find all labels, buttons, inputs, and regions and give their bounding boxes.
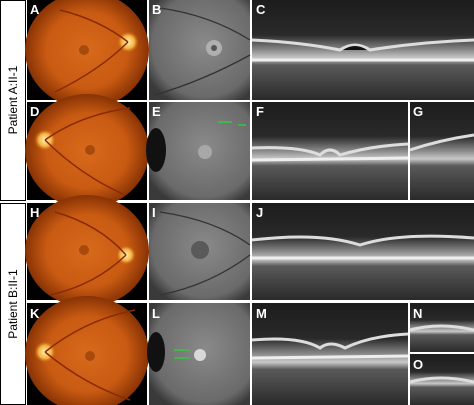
panel-label: J	[256, 205, 263, 220]
image-detail	[174, 349, 190, 359]
image-detail	[25, 296, 149, 405]
panel-label: B	[152, 2, 161, 17]
image-detail	[252, 303, 408, 405]
panel-label: A	[30, 2, 40, 17]
image-detail	[218, 121, 246, 126]
oct-scan	[409, 303, 474, 352]
image-detail	[211, 45, 217, 51]
image-detail	[85, 351, 95, 361]
oct-scan	[251, 102, 409, 200]
patient-label: Patient A:II-1	[6, 65, 20, 134]
panel-label: H	[30, 205, 39, 220]
fundus-photo	[25, 296, 149, 405]
panel-label: O	[413, 357, 423, 372]
image-detail	[159, 211, 251, 296]
image-detail	[147, 332, 165, 372]
image-detail	[251, 156, 409, 162]
patient-label-box	[0, 0, 26, 201]
autofluorescence-image	[146, 102, 250, 200]
image-detail	[146, 128, 166, 172]
image-detail	[44, 309, 136, 401]
image-detail	[251, 354, 409, 360]
image-detail	[251, 142, 409, 157]
image-detail	[54, 9, 129, 93]
oct-scan	[251, 303, 409, 405]
image-detail	[85, 145, 95, 155]
image-detail	[343, 46, 367, 50]
fundus-photo	[25, 195, 149, 307]
panel-label: N	[413, 306, 422, 321]
oct-scan	[409, 354, 474, 405]
panel-label: D	[30, 104, 39, 119]
oct-scan	[251, 0, 474, 100]
image-detail	[198, 145, 212, 159]
panel-label: I	[152, 205, 156, 220]
oct-scan	[251, 203, 474, 300]
panel-label: E	[152, 104, 161, 119]
image-detail	[252, 203, 474, 300]
panel-label: C	[256, 2, 266, 17]
autofluorescence-image	[147, 303, 250, 405]
panel-label: K	[30, 306, 40, 321]
image-detail	[79, 45, 89, 55]
fundus-photo	[25, 0, 149, 108]
image-detail	[409, 324, 474, 332]
panel-label: F	[256, 104, 264, 119]
image-detail	[191, 241, 209, 259]
image-detail	[409, 133, 474, 152]
autofluorescence-image	[149, 0, 251, 100]
oct-scan	[409, 102, 474, 200]
fundus-photo	[25, 94, 149, 208]
image-detail	[79, 245, 89, 255]
image-detail	[44, 107, 131, 196]
image-detail	[409, 376, 474, 384]
image-detail	[154, 7, 251, 96]
autofluorescence-image	[149, 203, 251, 300]
image-detail	[194, 349, 206, 361]
panel-label: M	[256, 306, 267, 321]
image-detail	[251, 38, 474, 52]
panel-label: L	[152, 306, 160, 321]
image-detail	[251, 234, 474, 247]
image-detail	[410, 102, 474, 200]
patient-label: Patient B:II-1	[6, 269, 20, 339]
panel-label: G	[413, 104, 423, 119]
patient-label-box	[0, 203, 26, 405]
image-detail	[251, 332, 409, 350]
image-detail	[49, 211, 127, 296]
image-detail	[149, 0, 250, 100]
